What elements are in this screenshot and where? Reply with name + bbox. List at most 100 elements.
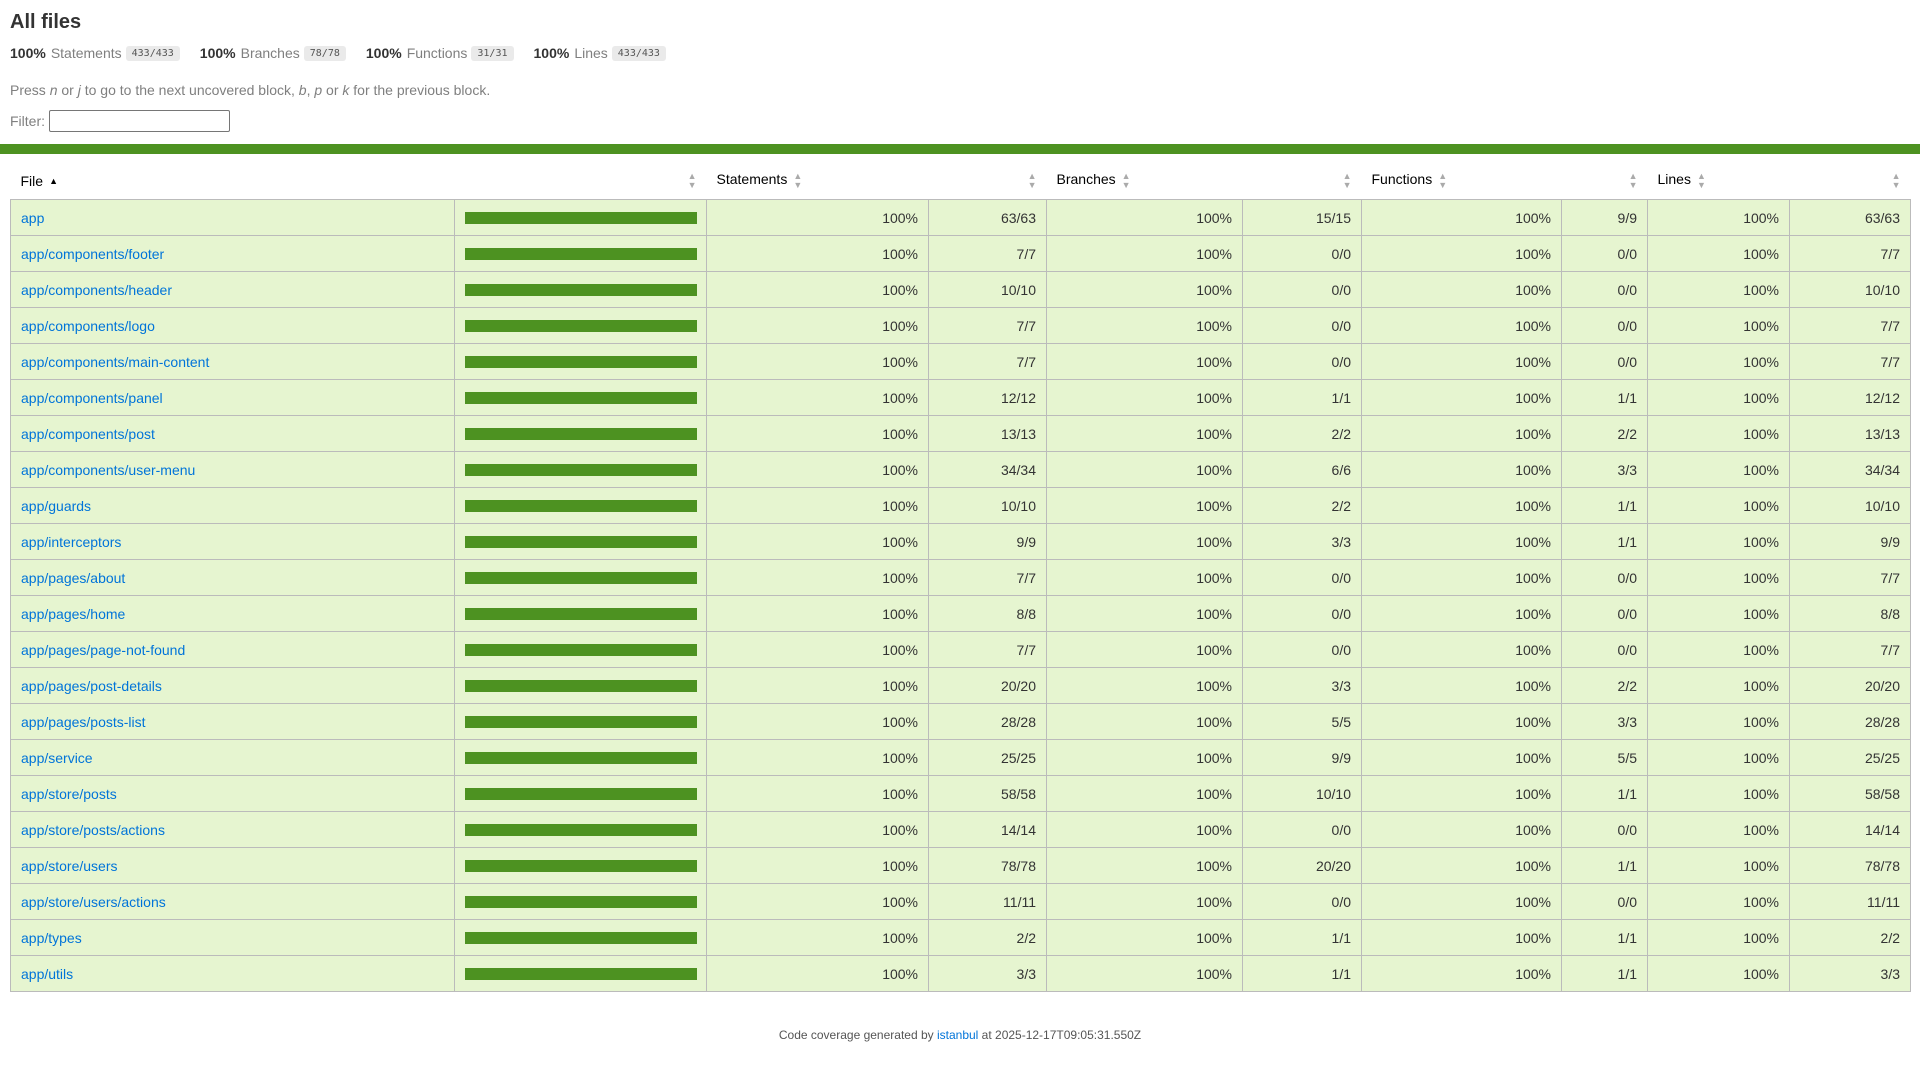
file-link[interactable]: app/components/logo — [21, 317, 155, 334]
functions-fraction: 0/0 — [1561, 631, 1648, 668]
header-statements-raw[interactable]: ▲ ▼ — [929, 162, 1047, 200]
summary-pct: 100% — [533, 45, 570, 61]
branches-pct: 100% — [1046, 703, 1243, 740]
statements-pct: 100% — [706, 703, 929, 740]
table-row: app/store/posts 100% 58/58 100% 10/10 100% 1/1… — [10, 775, 1911, 812]
file-link[interactable]: app/types — [21, 929, 82, 946]
coverage-bar-fill — [465, 211, 697, 224]
coverage-bar — [465, 859, 697, 872]
table-row: app/utils 100% 3/3 100% 1/1 100% 1/1 100% 3/3 — [10, 955, 1911, 992]
header-branches[interactable]: Branches ▲ ▼ — [1056, 170, 1131, 190]
lines-fraction: 10/10 — [1789, 271, 1911, 308]
functions-pct: 100% — [1361, 271, 1562, 308]
summary-pct: 100% — [199, 45, 236, 61]
branches-pct: 100% — [1046, 955, 1243, 992]
branches-pct: 100% — [1046, 451, 1243, 488]
file-cell: app/service — [10, 739, 455, 776]
file-link[interactable]: app/components/user-menu — [21, 461, 196, 478]
statements-pct: 100% — [706, 199, 929, 236]
functions-pct: 100% — [1361, 523, 1562, 560]
file-link[interactable]: app/components/header — [21, 281, 172, 298]
branches-pct: 100% — [1046, 775, 1243, 812]
branches-pct: 100% — [1046, 523, 1243, 560]
branches-pct: 100% — [1046, 415, 1243, 452]
file-cell: app/store/users — [10, 847, 455, 884]
lines-fraction: 11/11 — [1789, 883, 1911, 920]
statements-fraction: 58/58 — [928, 775, 1047, 812]
functions-fraction: 0/0 — [1561, 811, 1648, 848]
file-link[interactable]: app/store/posts — [21, 785, 117, 802]
functions-fraction: 9/9 — [1561, 199, 1648, 236]
summary-pct: 100% — [10, 45, 46, 61]
file-link[interactable]: app/pages/about — [21, 569, 126, 586]
coverage-bar-cell — [454, 271, 707, 308]
header-functions-raw[interactable]: ▲ ▼ — [1562, 162, 1648, 200]
coverage-bar-fill — [465, 607, 697, 620]
file-link[interactable]: app/store/users/actions — [21, 893, 166, 910]
coverage-bar-fill — [465, 283, 697, 296]
file-link[interactable]: app/pages/home — [21, 605, 126, 622]
functions-fraction: 1/1 — [1561, 919, 1648, 956]
branches-fraction: 0/0 — [1242, 343, 1362, 380]
header-file[interactable]: File ▲ — [20, 172, 58, 189]
file-link[interactable]: app/components/panel — [21, 389, 163, 406]
file-cell: app/store/users/actions — [10, 883, 455, 920]
file-cell: app/utils — [10, 955, 455, 992]
file-link[interactable]: app/pages/posts-list — [21, 713, 146, 730]
file-cell: app/components/main-content — [10, 343, 455, 380]
header-functions[interactable]: Functions ▲ ▼ — [1371, 170, 1448, 190]
keyboard-hint: Press n or j to go to the next uncovered… — [10, 82, 491, 98]
file-link[interactable]: app/guards — [21, 497, 92, 514]
lines-fraction: 8/8 — [1789, 595, 1911, 632]
lines-pct: 100% — [1647, 343, 1790, 380]
file-link[interactable]: app — [21, 209, 45, 226]
statements-pct: 100% — [706, 379, 929, 416]
branches-pct: 100% — [1046, 343, 1243, 380]
header-lines-raw[interactable]: ▲ ▼ — [1790, 162, 1911, 200]
file-link[interactable]: app/service — [21, 749, 93, 766]
lines-fraction: 28/28 — [1789, 703, 1911, 740]
statements-fraction: 25/25 — [928, 739, 1047, 776]
statements-pct: 100% — [706, 451, 929, 488]
sort-icon: ▲ ▼ — [1121, 170, 1131, 190]
file-link[interactable]: app/store/posts/actions — [21, 821, 165, 838]
statements-fraction: 7/7 — [928, 631, 1047, 668]
lines-fraction: 58/58 — [1789, 775, 1911, 812]
sort-icon: ▲ ▼ — [1342, 170, 1352, 190]
file-cell: app/components/post — [10, 415, 455, 452]
table-row: app/store/users/actions 100% 11/11 100% 0/0 1… — [10, 883, 1911, 920]
file-link[interactable]: app/pages/post-details — [21, 677, 162, 694]
header-statements[interactable]: Statements ▲ ▼ — [716, 170, 803, 190]
file-link[interactable]: app/components/footer — [21, 245, 165, 262]
summary-label: Lines — [574, 45, 608, 61]
statements-fraction: 7/7 — [928, 559, 1047, 596]
statements-pct: 100% — [706, 775, 929, 812]
branches-pct: 100% — [1046, 595, 1243, 632]
header-branches-raw[interactable]: ▲ ▼ — [1243, 162, 1362, 200]
header-lines[interactable]: Lines ▲ ▼ — [1657, 170, 1706, 190]
sort-icon: ▲ ▼ — [1438, 170, 1448, 190]
coverage-bar — [465, 931, 697, 944]
lines-fraction: 7/7 — [1789, 559, 1911, 596]
coverage-bar-cell — [454, 919, 707, 956]
branches-pct: 100% — [1046, 271, 1243, 308]
summary-statements: 100% Statements 433/433 — [10, 45, 180, 61]
statements-pct: 100% — [706, 667, 929, 704]
table-row: app/pages/posts-list 100% 28/28 100% 5/5 100%… — [10, 703, 1911, 740]
file-link[interactable]: app/pages/page-not-found — [21, 641, 186, 658]
file-cell: app/guards — [10, 487, 455, 524]
branches-fraction: 0/0 — [1242, 235, 1362, 272]
filter-input[interactable] — [49, 110, 230, 132]
lines-pct: 100% — [1647, 271, 1790, 308]
lines-fraction: 20/20 — [1789, 667, 1911, 704]
header-file-bar[interactable]: ▲ ▼ — [455, 162, 707, 200]
file-link[interactable]: app/interceptors — [21, 533, 122, 550]
coverage-bar — [465, 247, 697, 260]
istanbul-link[interactable]: istanbul — [936, 1028, 979, 1042]
statements-fraction: 10/10 — [928, 487, 1047, 524]
file-link[interactable]: app/store/users — [21, 857, 118, 874]
file-link[interactable]: app/components/post — [21, 425, 155, 442]
coverage-bar-cell — [454, 595, 707, 632]
file-link[interactable]: app/utils — [21, 965, 74, 982]
file-link[interactable]: app/components/main-content — [21, 353, 210, 370]
